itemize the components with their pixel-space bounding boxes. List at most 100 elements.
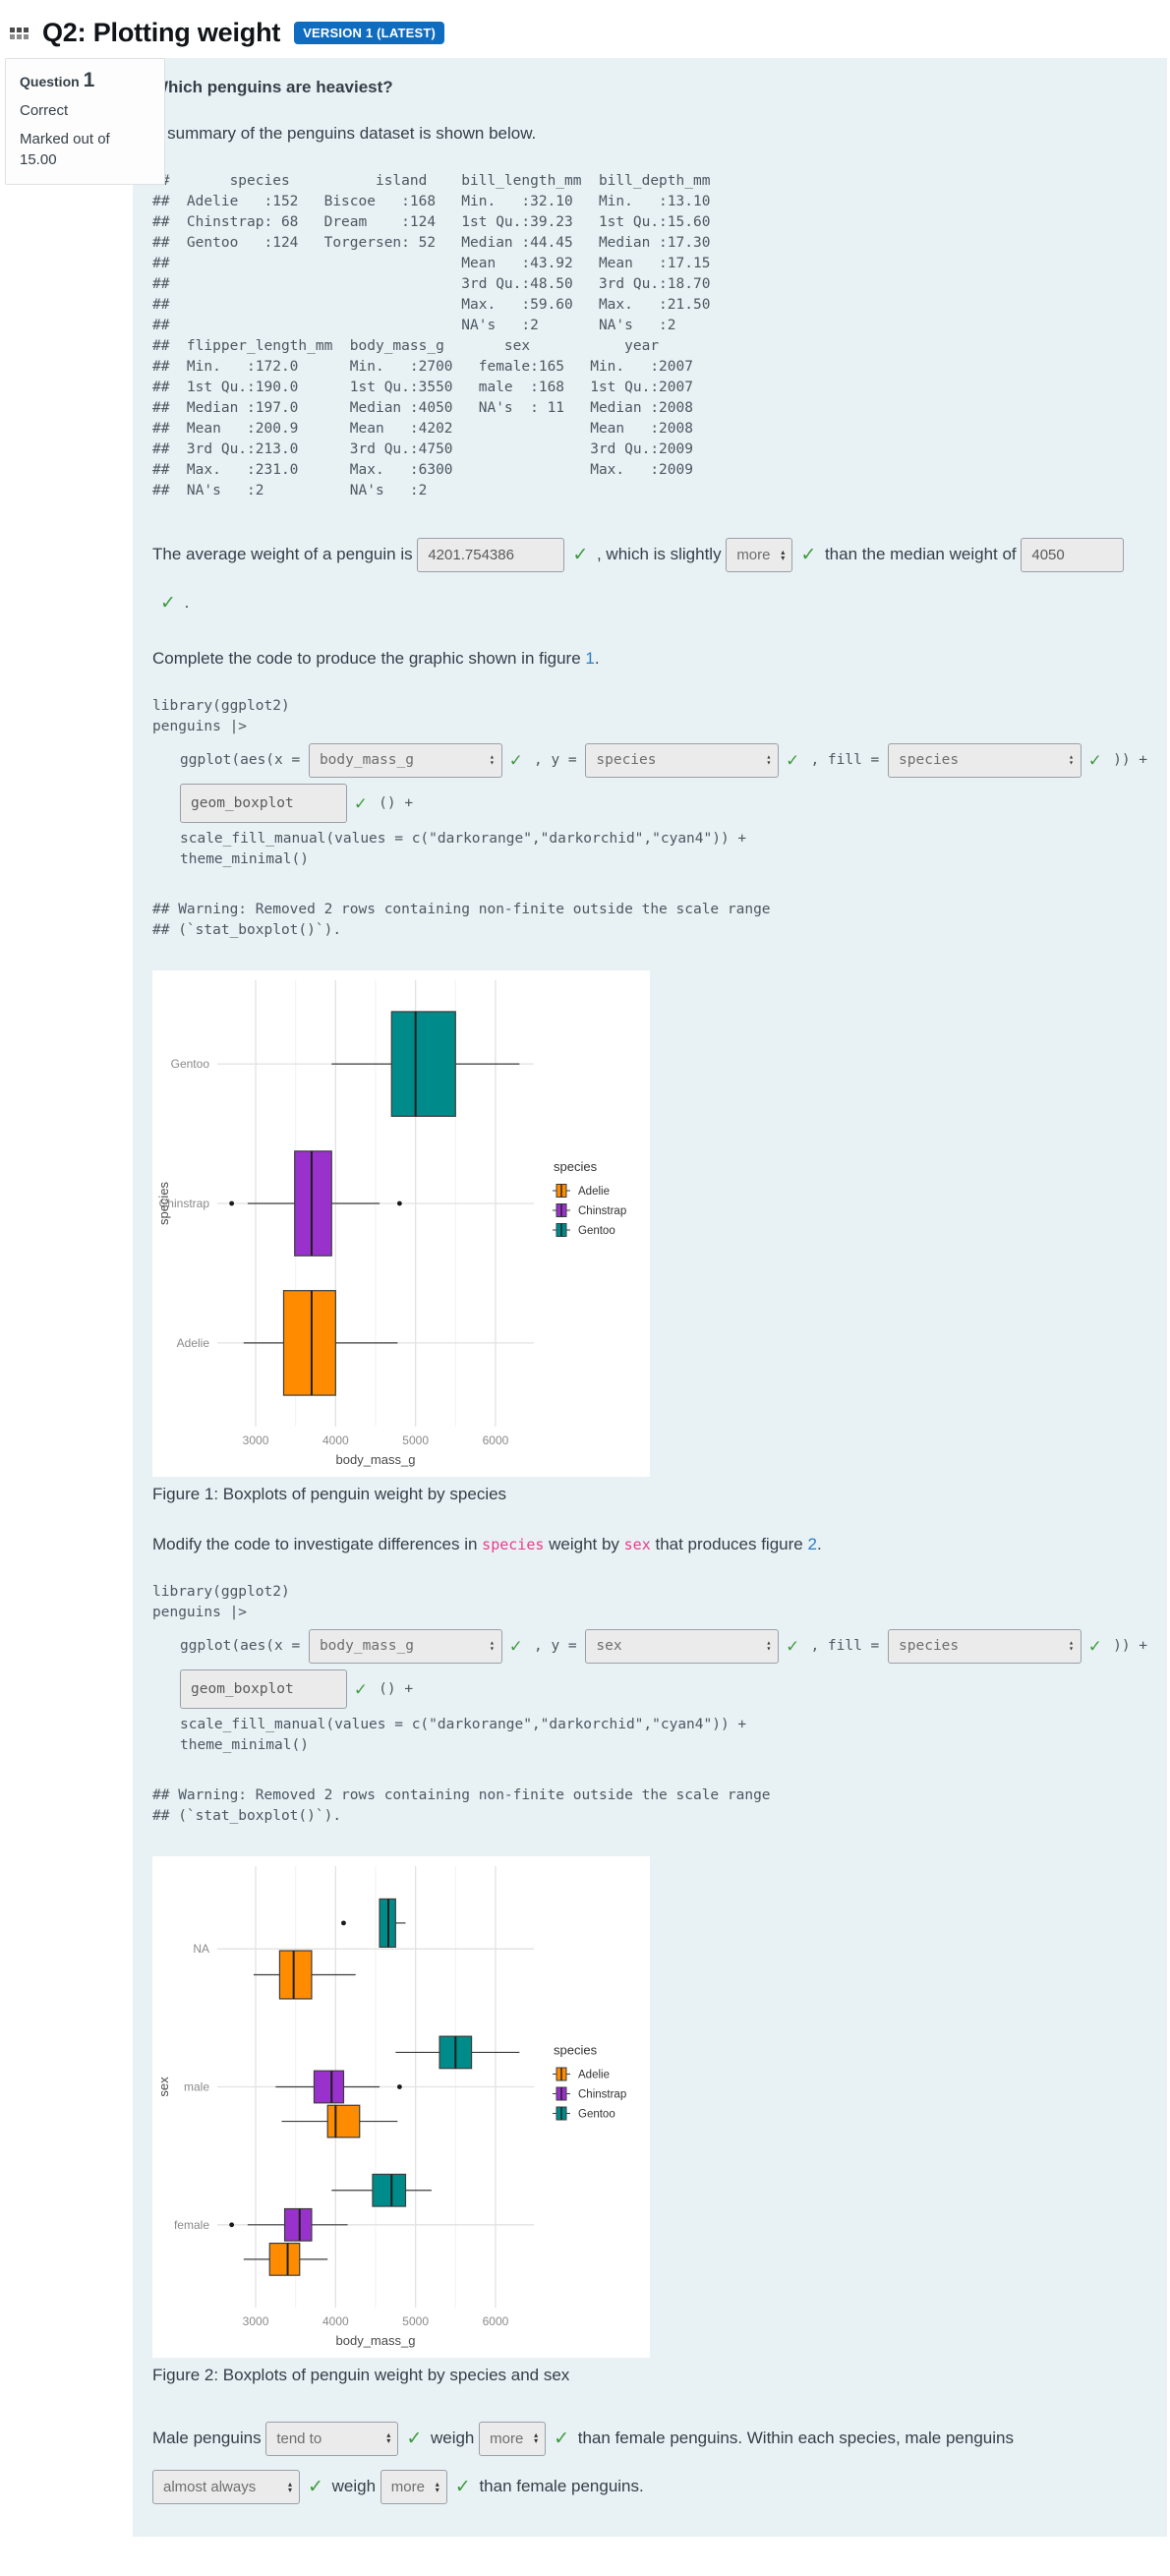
ggplot-line: ggplot(aes(x = body_mass_g ▴ ▾ ✓ , y = spec… (152, 742, 1147, 778)
fill-aesthetic-value: species (899, 1638, 960, 1655)
figure-2-link[interactable]: 2 (807, 1534, 817, 1553)
svg-text:Chinstrap: Chinstrap (159, 1197, 210, 1210)
select-arrows-icon: ▴ ▾ (766, 1638, 772, 1654)
average-weight-input[interactable] (417, 538, 565, 573)
x-aesthetic-select[interactable]: body_mass_g ▴ ▾ (308, 1628, 502, 1664)
code-line: theme_minimal() (180, 1736, 309, 1753)
figure-1-link[interactable]: 1 (585, 648, 595, 668)
more-less-select[interactable]: more ▴ ▾ (726, 538, 793, 573)
drag-handle-icon[interactable] (10, 27, 29, 39)
tend-to-select[interactable]: tend to ▴ ▾ (265, 2421, 399, 2456)
question-content: Which penguins are heaviest? A summary o… (133, 58, 1167, 2538)
check-icon: ✓ (355, 1677, 367, 1700)
code-line: scale_fill_manual(values = c("darkorange… (180, 1716, 747, 1732)
conclusion-sentence: Male penguins tend to ▴ ▾ ✓ weigh more ▴ ▾ ✓ t… (152, 2415, 1147, 2512)
svg-text:Adelie: Adelie (578, 1186, 610, 1198)
median-weight-input[interactable] (1021, 538, 1125, 573)
svg-text:sex: sex (156, 2076, 171, 2096)
select-arrows-icon: ▴ ▾ (1069, 1638, 1074, 1654)
code-line: library(ggplot2) (152, 697, 290, 714)
svg-text:Gentoo: Gentoo (171, 1057, 210, 1071)
check-icon: ✓ (160, 593, 176, 615)
select-arrows-icon: ▴ ▾ (287, 2479, 292, 2494)
fill-aesthetic-select[interactable]: species ▴ ▾ (888, 1628, 1082, 1664)
figure-1-image: 3000 4000 5000 6000 Adelie Chinstrap Gentoo bod… (152, 969, 650, 1477)
sex-code-token: sex (623, 1535, 651, 1553)
figure-2-caption: Figure 2: Boxplots of penguin weight by … (152, 2365, 570, 2384)
svg-text:Gentoo: Gentoo (578, 2108, 615, 2120)
svg-text:Chinstrap: Chinstrap (578, 2088, 626, 2100)
almost-always-value: almost always (163, 2479, 257, 2496)
svg-text:4000: 4000 (322, 1434, 349, 1447)
avg-text-3: than the median weight of (820, 545, 1022, 564)
geom-line: ✓ () + (152, 1669, 1147, 1709)
species-code-token: species (482, 1535, 545, 1553)
warning-output-1: ## Warning: Removed 2 rows containing no… (152, 901, 771, 938)
svg-text:Chinstrap: Chinstrap (578, 1205, 626, 1217)
select-arrows-icon: ▴ ▾ (781, 547, 786, 562)
svg-text:3000: 3000 (243, 1434, 269, 1447)
svg-text:species: species (156, 1181, 171, 1225)
weigh-more-select-2[interactable]: more ▴ ▾ (380, 2470, 447, 2505)
check-icon: ✓ (787, 1635, 798, 1658)
weigh-more-value-2: more (390, 2479, 425, 2496)
question-number-value: 1 (83, 69, 95, 91)
figure-1-caption: Figure 1: Boxplots of penguin weight by … (152, 1484, 507, 1503)
code-block-2: library(ggplot2) penguins |> ggplot(aes(… (152, 1582, 1147, 1756)
page-header: Q2: Plotting weight VERSION 1 (LATEST) (0, 0, 1170, 58)
y-aesthetic-value: species (596, 752, 657, 769)
geom-function-input[interactable] (180, 1669, 347, 1709)
check-icon: ✓ (787, 749, 798, 772)
x-aesthetic-select[interactable]: body_mass_g ▴ ▾ (308, 742, 502, 778)
svg-text:5000: 5000 (402, 1434, 429, 1447)
svg-text:Gentoo: Gentoo (578, 1225, 615, 1237)
summary-intro: A summary of the penguins dataset is sho… (152, 124, 537, 143)
svg-text:NA: NA (193, 1942, 209, 1956)
more-less-value: more (736, 547, 771, 564)
geom-line: ✓ () + (152, 783, 1147, 823)
svg-text:5000: 5000 (402, 2314, 429, 2328)
modify-code-paragraph: Modify the code to investigate differenc… (152, 1534, 822, 1553)
check-icon: ✓ (454, 2476, 471, 2497)
geom-function-input[interactable] (180, 783, 347, 823)
almost-always-select[interactable]: almost always ▴ ▾ (152, 2470, 300, 2505)
version-badge: VERSION 1 (LATEST) (294, 22, 444, 44)
weigh-more-value-1: more (490, 2430, 524, 2447)
check-icon: ✓ (554, 2428, 570, 2449)
svg-text:male: male (184, 2079, 209, 2093)
svg-text:6000: 6000 (483, 1434, 509, 1447)
page-title: Q2: Plotting weight (42, 18, 281, 47)
svg-text:3000: 3000 (243, 2314, 269, 2328)
select-arrows-icon: ▴ ▾ (1069, 752, 1074, 768)
svg-text:6000: 6000 (483, 2314, 509, 2328)
tend-to-value: tend to (276, 2430, 322, 2447)
question-label: Question (20, 74, 80, 89)
y-aesthetic-select[interactable]: species ▴ ▾ (585, 742, 780, 778)
x-aesthetic-value: body_mass_g (319, 752, 414, 769)
avg-text-2: , which is slightly (592, 545, 727, 564)
figure-2-image: 3000 4000 5000 6000 female male NA body_mass_g s… (152, 1855, 650, 2358)
code-line: penguins |> (152, 718, 248, 734)
fill-aesthetic-select[interactable]: species ▴ ▾ (888, 742, 1082, 778)
select-arrows-icon: ▴ ▾ (435, 2479, 439, 2494)
svg-text:species: species (554, 1159, 598, 1174)
y-aesthetic-value: sex (596, 1638, 622, 1655)
y-aesthetic-select[interactable]: sex ▴ ▾ (585, 1628, 780, 1664)
check-icon: ✓ (800, 544, 817, 565)
check-icon: ✓ (572, 544, 589, 565)
check-icon: ✓ (406, 2428, 423, 2449)
check-icon: ✓ (1088, 1635, 1101, 1658)
check-icon: ✓ (509, 749, 522, 772)
svg-text:female: female (174, 2217, 209, 2231)
check-icon: ✓ (509, 1635, 522, 1658)
question-status: Correct (20, 102, 69, 119)
average-weight-sentence: The average weight of a penguin is ✓ , w… (152, 531, 1147, 628)
warning-output-2: ## Warning: Removed 2 rows containing no… (152, 1786, 771, 1824)
code-line: library(ggplot2) (152, 1583, 290, 1600)
question-info-panel: Question 1 Correct Marked out of 15.00 (5, 58, 165, 185)
svg-text:4000: 4000 (322, 2314, 349, 2328)
code-line: scale_fill_manual(values = c("darkorange… (180, 830, 747, 847)
complete-code-paragraph: Complete the code to produce the graphic… (152, 648, 600, 668)
weigh-more-select-1[interactable]: more ▴ ▾ (479, 2421, 547, 2456)
select-arrows-icon: ▴ ▾ (490, 752, 495, 768)
